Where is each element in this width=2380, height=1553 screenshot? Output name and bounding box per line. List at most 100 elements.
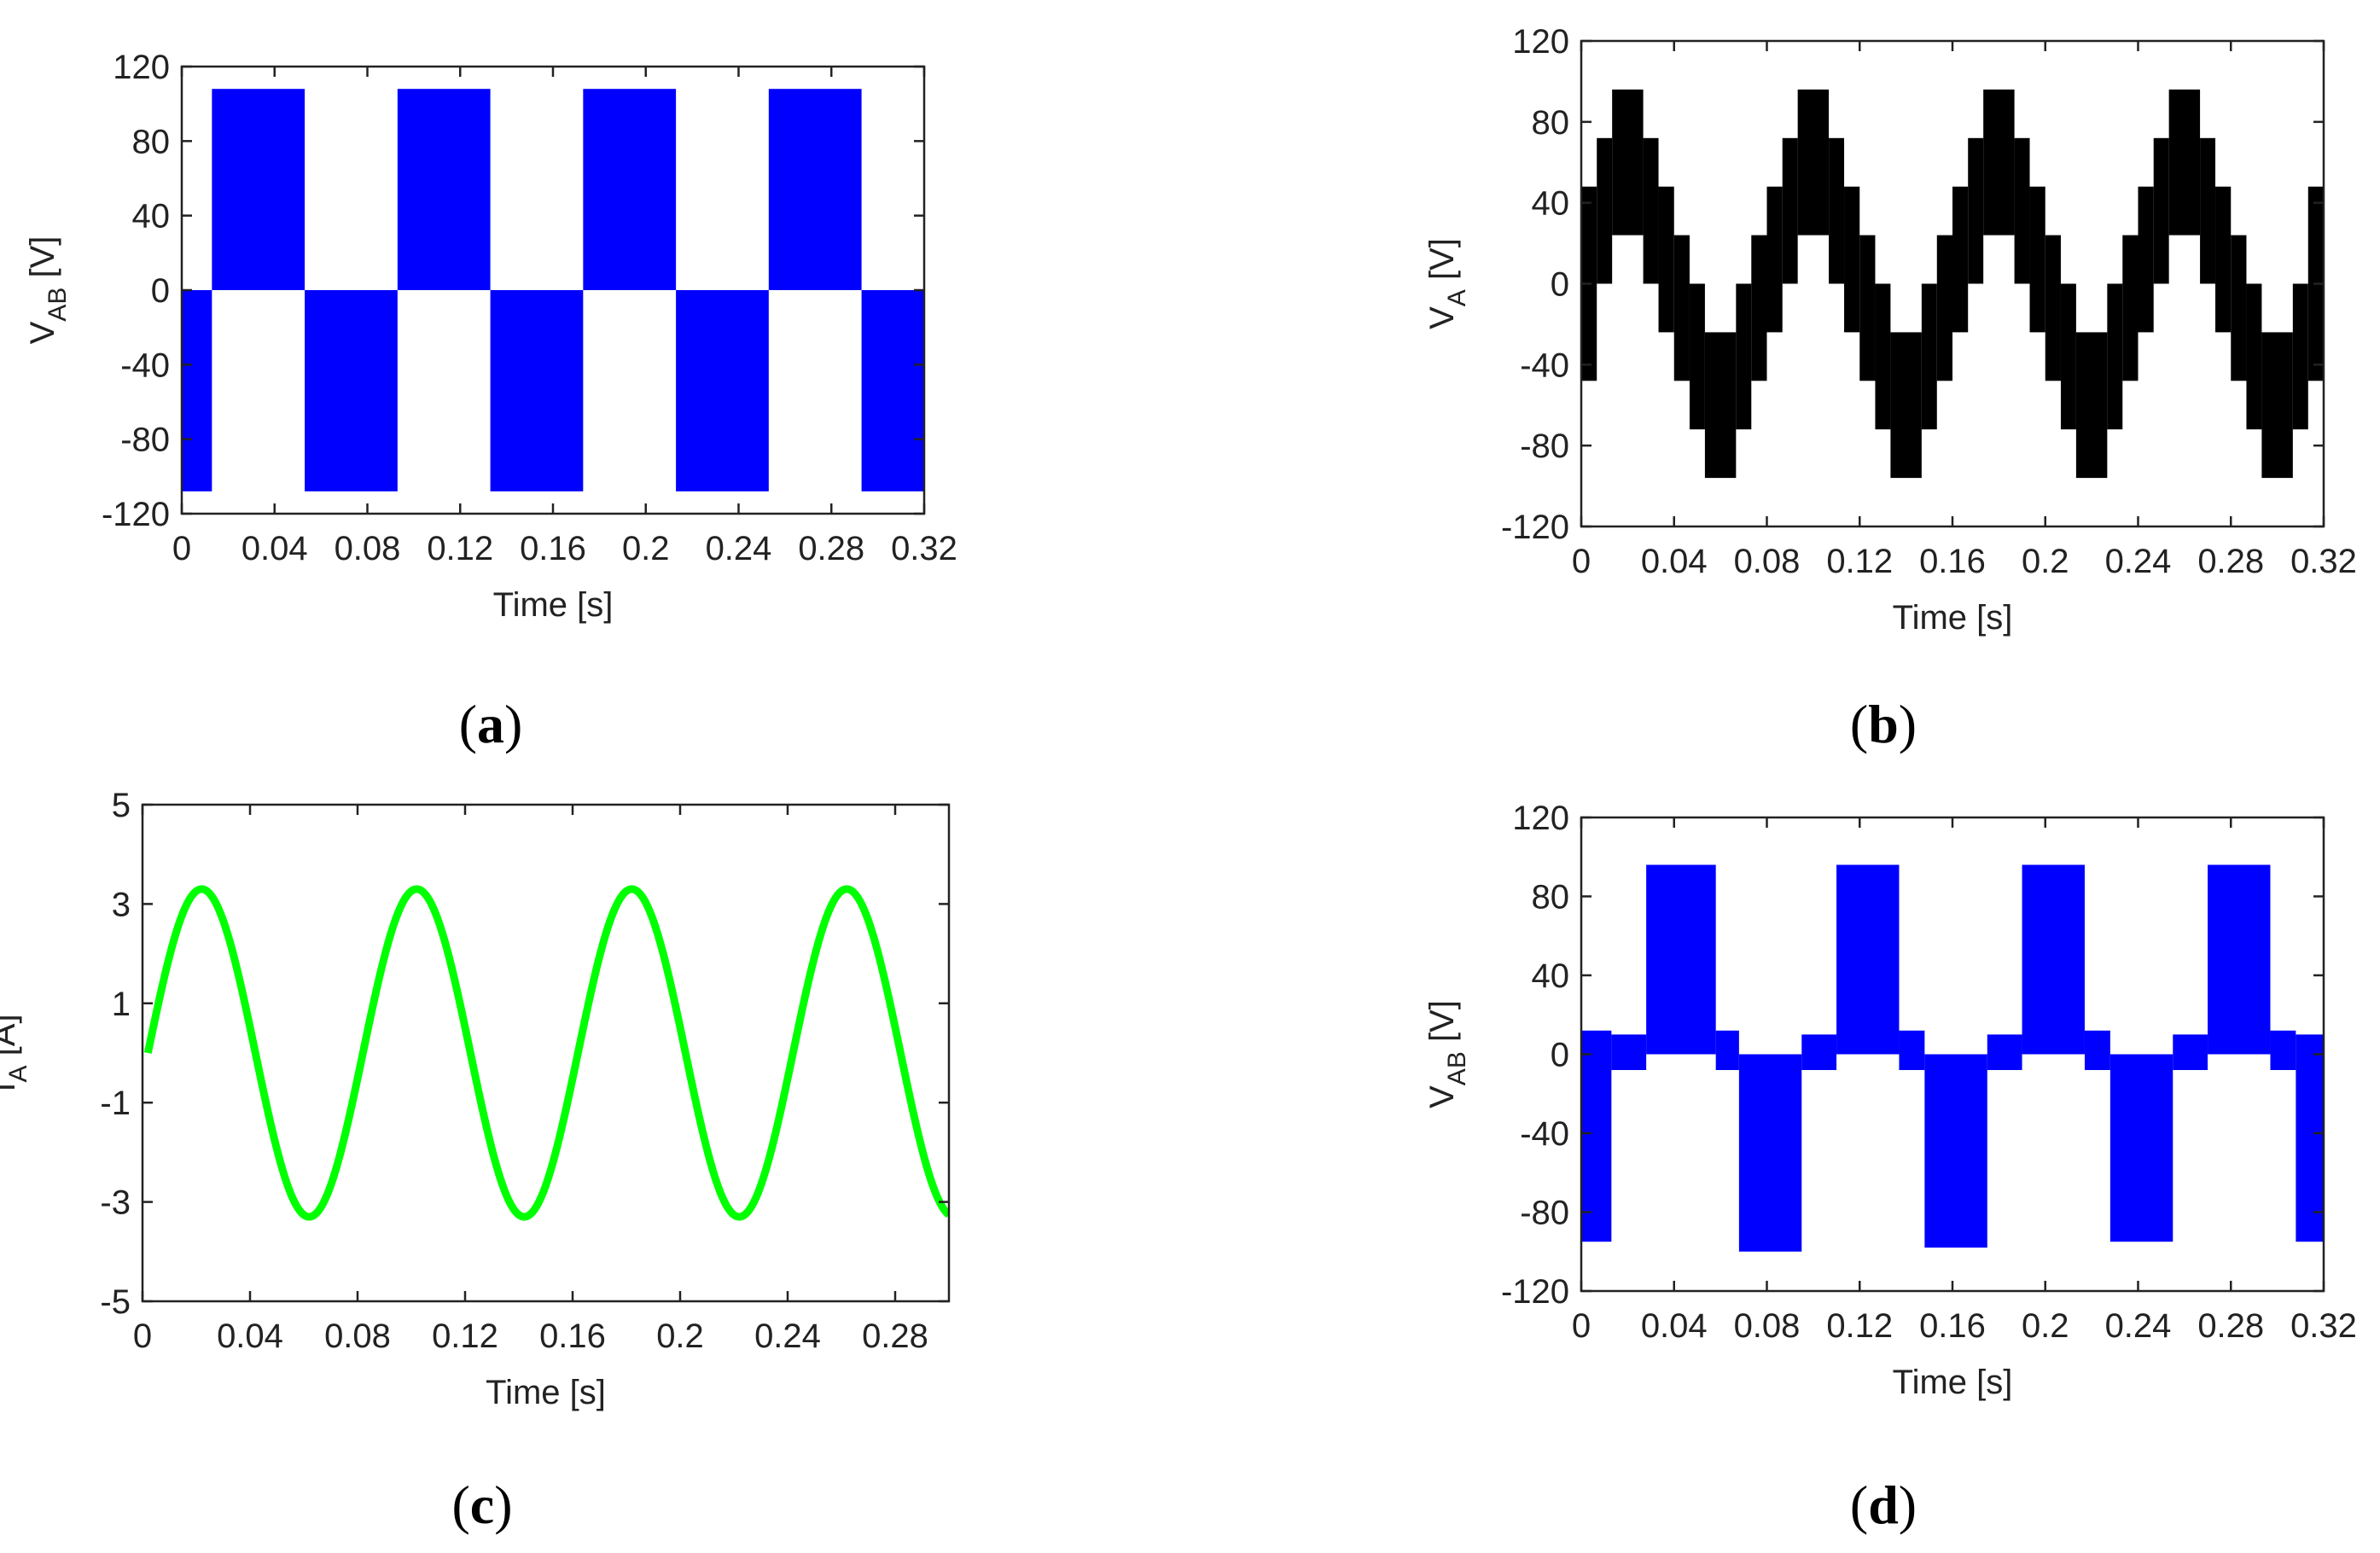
panel-caption: (d) <box>1850 1474 1917 1535</box>
waveform-band-13 <box>2173 1034 2208 1070</box>
x-tick-label: 0.2 <box>656 1317 704 1355</box>
waveform-band-8 <box>861 290 924 491</box>
y-tick-label: -120 <box>1501 1273 1569 1311</box>
x-tick-label: 0.2 <box>622 530 670 567</box>
waveform-band-11 <box>1782 137 1798 284</box>
waveform-band-2 <box>305 290 398 491</box>
waveform-band-19 <box>1936 235 1952 381</box>
y-tick-label: 5 <box>112 787 131 824</box>
panel-letter: d <box>1868 1474 1899 1535</box>
y-tick-label: -3 <box>100 1184 131 1222</box>
waveform-band-37 <box>2261 332 2293 479</box>
y-axis-symbol: V <box>24 321 61 344</box>
y-tick-label: 80 <box>1532 104 1570 142</box>
chart-panel-b: 0 0.04 0.08 0.12 0.16 0.2 0.24 0.28 0.32 120 80 40 0… <box>1423 23 2357 754</box>
y-axis-subscript: A <box>1443 289 1471 306</box>
waveform-band-32 <box>2168 89 2201 236</box>
y-axis-unit: [V] <box>1423 238 1461 289</box>
y-tick-label: -5 <box>100 1283 131 1321</box>
chart-panel-a: 0 0.04 0.08 0.12 0.16 0.2 0.24 0.28 0.32 120 80 40 0… <box>24 49 957 754</box>
waveform-band-12 <box>1797 89 1830 236</box>
x-tick-label: 0.12 <box>1826 543 1893 580</box>
y-tick-label: -1 <box>100 1085 131 1122</box>
x-tick-label: 0.24 <box>2105 543 2172 580</box>
panel-letter: b <box>1868 694 1899 754</box>
waveform-band-21 <box>1968 137 1984 284</box>
waveform-band-34 <box>2215 186 2232 333</box>
waveform-band-23 <box>2014 137 2030 284</box>
waveform-band-6 <box>676 290 769 491</box>
y-tick-label: -40 <box>1520 346 1569 384</box>
y-tick-label: 120 <box>1512 800 1569 837</box>
x-axis-label: Time [s] <box>1893 599 2013 637</box>
waveform-band-26 <box>2060 283 2076 430</box>
waveform-band-22 <box>1983 89 2015 236</box>
waveform-band-36 <box>2246 283 2262 430</box>
waveform-band-18 <box>1921 283 1937 430</box>
x-tick-label: 0.32 <box>2290 1307 2357 1345</box>
x-tick-label: 0 <box>133 1317 152 1355</box>
y-tick-label: -120 <box>102 496 170 533</box>
y-tick-label: 0 <box>1551 266 1569 304</box>
waveform-band-5 <box>1801 1034 1837 1070</box>
waveform-band-4 <box>1738 1054 1802 1252</box>
y-axis-symbol: V <box>1423 306 1461 329</box>
x-tick-label: 0.04 <box>217 1317 283 1355</box>
y-tick-label: 80 <box>1532 879 1570 916</box>
y-tick-label: 3 <box>112 886 131 923</box>
waveform-band-7 <box>768 89 862 290</box>
waveform-band-14 <box>2208 864 2271 1055</box>
waveform-band-38 <box>2292 283 2308 430</box>
y-tick-label: -80 <box>1520 428 1569 465</box>
y-tick-label: -40 <box>120 346 170 384</box>
panel-letter: c <box>470 1474 494 1535</box>
x-tick-label: 0.08 <box>1734 1307 1801 1345</box>
y-axis-unit: [V] <box>24 236 61 288</box>
y-tick-label: 40 <box>1532 185 1570 223</box>
waveform-band-4 <box>490 290 584 491</box>
y-tick-label: -80 <box>1520 1195 1569 1232</box>
waveform-band-0 <box>182 290 212 491</box>
waveform-band-5 <box>583 89 677 290</box>
waveform-band-6 <box>1836 864 1900 1055</box>
chart-panel-d: 0 0.04 0.08 0.12 0.16 0.2 0.24 0.28 0.32 120 80 40 0… <box>1423 800 2357 1535</box>
y-tick-label: 120 <box>113 49 170 86</box>
y-tick-label: 0 <box>1551 1037 1569 1074</box>
waveform-band-9 <box>1987 1034 2022 1070</box>
waveform-band-31 <box>2153 137 2169 284</box>
waveform-band-16 <box>1875 283 1891 430</box>
panel-caption: (a) <box>459 694 523 754</box>
x-tick-label: 0.28 <box>862 1317 928 1355</box>
x-tick-label: 0.16 <box>539 1317 606 1355</box>
waveform-band-27 <box>2075 332 2108 479</box>
waveform-band-12 <box>2109 1054 2173 1242</box>
waveform-band-1 <box>1611 1034 1647 1070</box>
x-tick-label: 0.04 <box>1641 1307 1708 1345</box>
waveform-band-10 <box>1766 186 1783 333</box>
waveform-band-7 <box>1899 1030 1925 1070</box>
waveform-band-16 <box>2296 1034 2324 1242</box>
x-tick-label: 0.04 <box>1641 543 1708 580</box>
y-axis-unit: [V] <box>1423 1000 1461 1051</box>
x-tick-label: 0.12 <box>432 1317 498 1355</box>
waveform-band-7 <box>1704 332 1737 479</box>
x-tick-label: 0.16 <box>1919 1307 1986 1345</box>
series-group <box>182 89 924 491</box>
y-tick-label: 40 <box>1532 957 1570 995</box>
x-tick-label: 0.12 <box>1826 1307 1893 1345</box>
waveform-band-17 <box>1890 332 1922 479</box>
y-tick-label: 120 <box>1512 23 1569 61</box>
x-tick-label: 0 <box>172 530 191 567</box>
waveform-band-2 <box>1612 89 1644 236</box>
panel-letter: a <box>477 694 504 754</box>
waveform-band-1 <box>212 89 306 290</box>
y-axis-label: VAB [V] <box>24 236 72 345</box>
waveform-band-2 <box>1646 864 1716 1055</box>
y-axis-label: IA [A] <box>0 1014 32 1091</box>
waveform-band-14 <box>1844 186 1860 333</box>
waveform-band-6 <box>1689 283 1705 430</box>
series-group <box>1581 864 2324 1252</box>
x-tick-label: 0.16 <box>1919 543 1986 580</box>
x-tick-label: 0 <box>1572 543 1591 580</box>
